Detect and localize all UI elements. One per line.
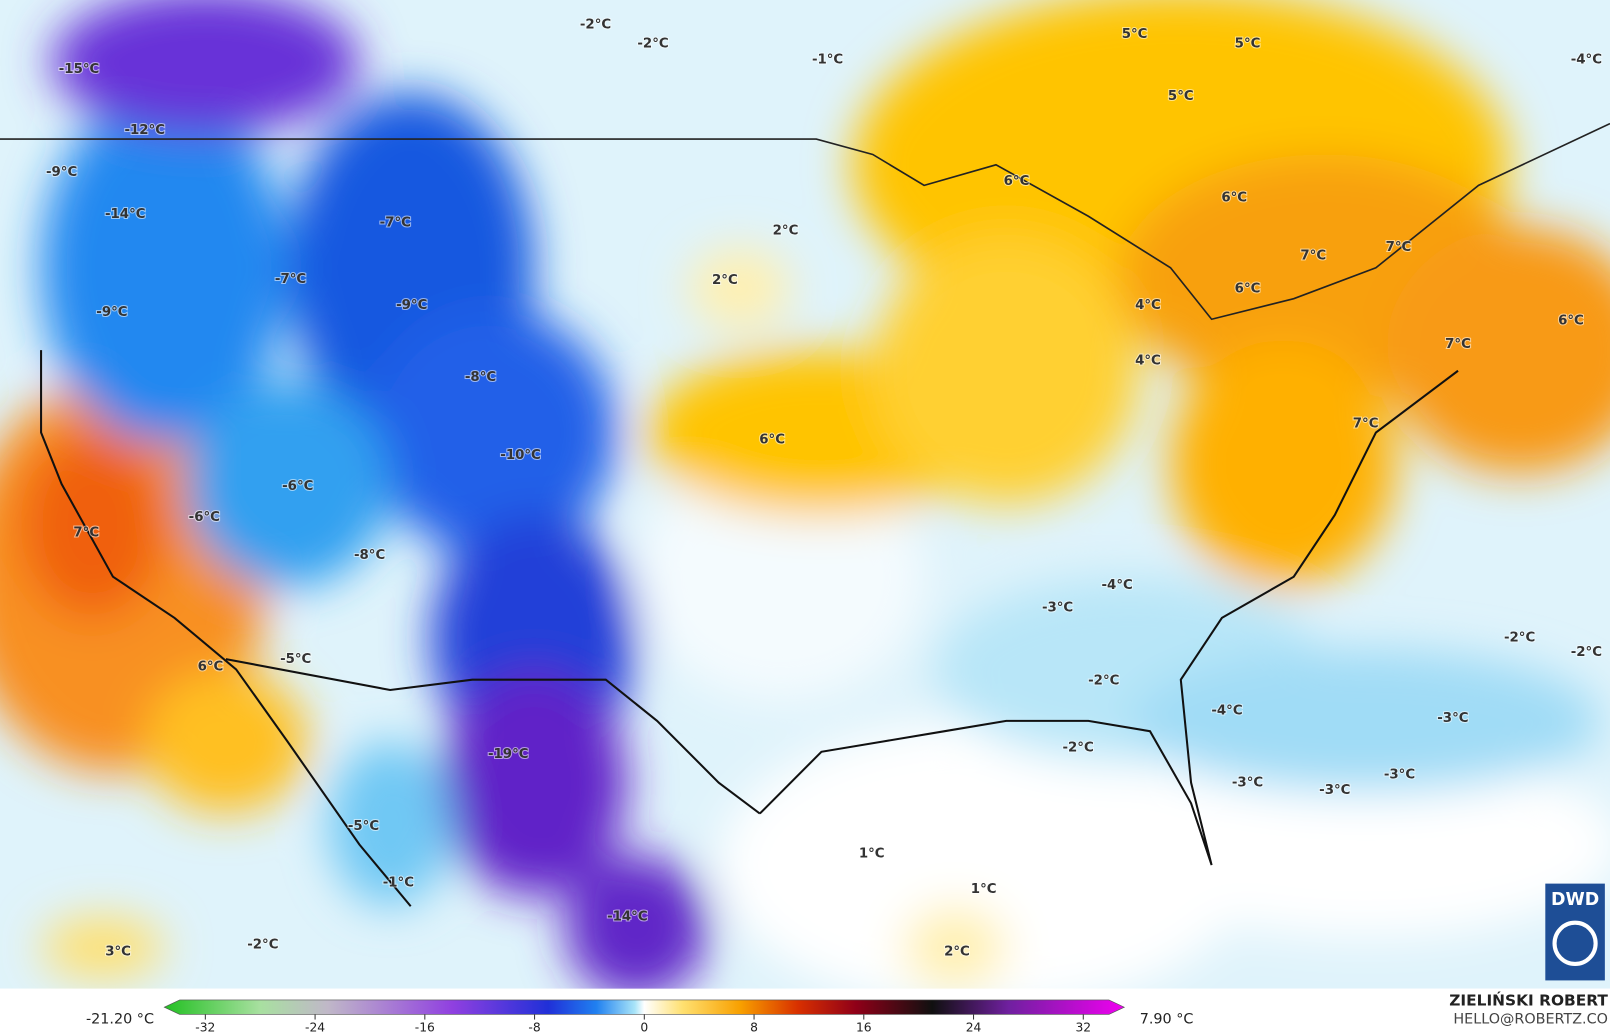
temp-label: -14°C — [105, 207, 146, 222]
temp-label: -10°C — [500, 448, 541, 463]
coastline — [40, 350, 412, 907]
colorbar-tick-label: 0 — [640, 1020, 648, 1034]
temp-label: 7°C — [1445, 337, 1471, 352]
temp-label: 6°C — [1004, 174, 1030, 189]
temp-label: -8°C — [354, 548, 385, 563]
temp-label: 4°C — [1135, 298, 1161, 313]
temp-label: -3°C — [1232, 776, 1263, 791]
temp-label: 2°C — [773, 224, 799, 239]
temp-label: -1°C — [812, 53, 843, 68]
temp-label: 7°C — [1386, 240, 1412, 255]
colorbar-tick-label: -8 — [528, 1020, 540, 1034]
temp-label: -2°C — [1088, 674, 1119, 689]
temp-label: -3°C — [1319, 783, 1350, 798]
temp-label: -6°C — [189, 510, 220, 525]
temp-label: -4°C — [1211, 704, 1242, 719]
temp-label: -12°C — [124, 123, 165, 138]
temp-label: -9°C — [46, 165, 77, 180]
temp-label: -3°C — [1437, 711, 1468, 726]
temp-label: -15°C — [59, 62, 100, 77]
temp-label: -14°C — [607, 910, 648, 925]
temp-label: 4°C — [1135, 353, 1161, 368]
colorbar-tick-label: -16 — [415, 1020, 435, 1034]
temp-label: -9°C — [396, 298, 427, 313]
colorbar-tick-label: -32 — [195, 1020, 215, 1034]
logo-swirl — [1552, 920, 1598, 967]
colorbar-tick-label: 8 — [750, 1020, 758, 1034]
logo-text: DWD — [1551, 890, 1599, 910]
temp-label: -19°C — [488, 747, 529, 762]
temp-label: -2°C — [1571, 645, 1602, 660]
temp-label: 7°C — [73, 525, 99, 540]
colorbar-tick-label: 24 — [966, 1020, 982, 1034]
credit-email: HELLO@ROBERTZ.CO — [1453, 1012, 1608, 1028]
temp-label: 6°C — [1558, 313, 1584, 328]
temp-label: -7°C — [275, 272, 306, 287]
temp-label: 6°C — [1221, 191, 1247, 206]
temp-label: 1°C — [971, 882, 997, 897]
temp-label: -2°C — [580, 18, 611, 33]
temp-label: 6°C — [1235, 281, 1261, 296]
temp-label: 5°C — [1235, 36, 1261, 51]
temp-label: -2°C — [637, 36, 668, 51]
temp-label: -5°C — [348, 819, 379, 834]
temp-label: -1°C — [383, 876, 414, 891]
temp-label: -3°C — [1042, 601, 1073, 616]
temp-label: 6°C — [198, 659, 224, 674]
temp-label: 7°C — [1353, 416, 1379, 431]
temp-label: -2°C — [247, 937, 278, 952]
temp-label: -4°C — [1571, 53, 1602, 68]
temperature-field: DWD — [0, 0, 1610, 1010]
temp-label: -3°C — [1384, 767, 1415, 782]
temp-label: -2°C — [1504, 630, 1535, 645]
credit-name: ZIELIŃSKI ROBERT — [1449, 990, 1608, 1009]
temp-label: -8°C — [465, 370, 496, 385]
temp-label: -5°C — [280, 652, 311, 667]
temp-label: 2°C — [712, 273, 738, 288]
legend-min: -21.20 °C — [86, 1012, 154, 1028]
temp-label: -9°C — [96, 305, 127, 320]
colorbar-tick-label: 32 — [1075, 1020, 1091, 1034]
temp-label: 2°C — [944, 945, 970, 960]
temp-label: -6°C — [282, 479, 313, 494]
colorbar — [163, 999, 1126, 1015]
temp-label: 7°C — [1300, 248, 1326, 263]
colorbar-tick-label: -24 — [305, 1020, 325, 1034]
legend-max: 7.90 °C — [1140, 1012, 1194, 1028]
colorbar-tick-label: 16 — [856, 1020, 872, 1034]
temp-label: 5°C — [1122, 27, 1148, 42]
coastline — [225, 369, 1459, 866]
temp-label: -4°C — [1102, 578, 1133, 593]
temp-label: -2°C — [1062, 741, 1093, 756]
temp-label: 6°C — [759, 433, 785, 448]
temp-label: -7°C — [380, 215, 411, 230]
border-line — [0, 122, 1610, 321]
temp-label: 5°C — [1168, 89, 1194, 104]
temp-label: 3°C — [105, 945, 131, 960]
temp-label: 1°C — [859, 847, 885, 862]
